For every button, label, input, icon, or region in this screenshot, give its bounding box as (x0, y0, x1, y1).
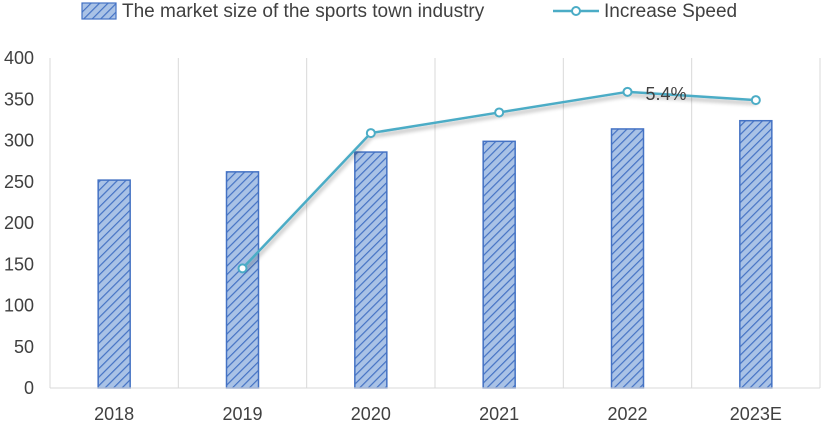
bar (739, 119, 773, 389)
y-tick-label: 300 (4, 131, 34, 151)
line-marker (237, 263, 248, 274)
y-tick-label: 150 (4, 254, 34, 274)
legend-swatch-marker (571, 6, 581, 16)
bar (610, 128, 645, 389)
y-tick-label: 0 (24, 378, 34, 398)
bar-series (97, 119, 773, 389)
bar (97, 179, 131, 389)
x-tick-label: 2023E (730, 404, 782, 423)
y-axis-ticks: 0 50 100 150 200 250 300 350 400 (4, 48, 34, 398)
line-marker (365, 128, 376, 139)
legend: The market size of the sports town indus… (81, 1, 737, 22)
line-marker (494, 107, 505, 118)
y-tick-label: 250 (4, 172, 34, 192)
legend-swatch-bar (81, 2, 117, 20)
data-labels: 5.4% (646, 84, 687, 104)
x-tick-label: 2020 (351, 404, 391, 423)
bar (482, 140, 516, 389)
y-tick-label: 350 (4, 89, 34, 109)
bar (354, 151, 388, 389)
legend-label-bar: The market size of the sports town indus… (122, 1, 485, 22)
y-tick-label: 50 (14, 337, 34, 357)
x-tick-label: 2018 (94, 404, 134, 423)
y-tick-label: 100 (4, 296, 34, 316)
line-marker (750, 95, 761, 106)
line-series (237, 86, 761, 274)
x-axis-ticks: 2018 2019 2020 2021 2022 2023E (94, 404, 782, 423)
gridlines (49, 58, 821, 388)
x-tick-label: 2019 (222, 404, 262, 423)
x-tick-label: 2021 (479, 404, 519, 423)
bar (225, 171, 260, 389)
y-tick-label: 400 (4, 48, 34, 68)
legend-label-line: Increase Speed (604, 1, 737, 22)
data-label: 5.4% (646, 84, 687, 104)
x-tick-label: 2022 (607, 404, 647, 423)
line-marker (622, 86, 633, 97)
y-tick-label: 200 (4, 213, 34, 233)
